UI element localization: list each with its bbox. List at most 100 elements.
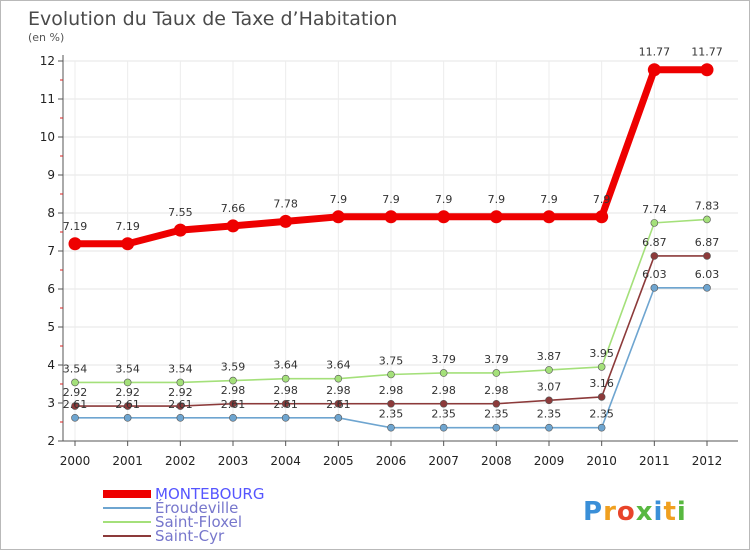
- data-label: 2.98: [379, 384, 404, 397]
- x-tick-label: 2000: [60, 454, 91, 468]
- data-label: 3.79: [431, 353, 456, 366]
- y-tick-label: 5: [47, 320, 55, 334]
- data-label: 11.77: [691, 46, 723, 59]
- axes: 2 3 4 5 6 7 8 9 10 11 12 2000 2001 2002 2003 2004 2005 20…: [40, 54, 738, 468]
- data-label: 3.54: [115, 362, 140, 375]
- data-label: 3.79: [484, 353, 509, 366]
- data-label: 2.98: [326, 384, 351, 397]
- data-label: 2.35: [537, 408, 562, 421]
- data-label: 3.75: [379, 355, 404, 368]
- data-point: [597, 423, 606, 432]
- data-label: 2.61: [63, 398, 88, 411]
- x-tick-label: 2009: [534, 454, 565, 468]
- data-label: 6.03: [695, 268, 720, 281]
- data-point: [121, 237, 135, 251]
- data-point: [384, 210, 398, 224]
- legend-label: Éroudeville: [155, 498, 238, 517]
- data-label: 7.9: [488, 193, 506, 206]
- x-tick-label: 2007: [428, 454, 459, 468]
- data-point: [650, 284, 659, 292]
- grid: [63, 60, 738, 442]
- data-point: [387, 399, 395, 408]
- data-labels: 7.19 7.19 7.55 7.66 7.78 7.9 7.9 7.9 7.9 7.9 7.9 11…: [63, 46, 723, 421]
- data-point: [545, 366, 553, 374]
- data-point: [492, 423, 501, 432]
- logo-letter: t: [663, 497, 676, 527]
- data-label: 7.9: [330, 193, 348, 206]
- series-lines: [68, 63, 714, 432]
- data-label: 2.61: [221, 398, 246, 411]
- data-label: 7.9: [540, 193, 558, 206]
- data-point: [334, 374, 343, 383]
- data-label: 7.9: [382, 193, 400, 206]
- x-tick-label: 2001: [112, 454, 143, 468]
- data-label: 2.98: [431, 384, 456, 397]
- y-tick-label: 10: [40, 130, 55, 144]
- data-label: 3.95: [589, 347, 614, 360]
- data-point: [226, 219, 240, 233]
- data-label: 6.87: [695, 236, 720, 249]
- svg-text:Proxiti: Proxiti: [583, 497, 687, 527]
- data-point: [647, 63, 661, 77]
- data-point: [279, 214, 293, 228]
- data-point: [123, 378, 132, 387]
- y-tick-label: 12: [40, 54, 55, 68]
- data-label: 7.9: [593, 193, 611, 206]
- data-point: [542, 210, 556, 224]
- y-tick-label: 7: [47, 244, 55, 258]
- data-point: [703, 215, 711, 224]
- x-tick-label: 2003: [218, 454, 249, 468]
- y-tick-label: 8: [47, 206, 55, 220]
- y-tick-label: 6: [47, 282, 55, 296]
- data-label: 3.54: [63, 362, 88, 375]
- x-tick-label: 2012: [692, 454, 723, 468]
- data-point: [650, 219, 659, 227]
- chart-title: Evolution du Taux de Taxe d’Habitation: [28, 8, 397, 30]
- data-label: 2.98: [273, 384, 298, 397]
- data-label: 3.87: [537, 350, 562, 363]
- data-label: 7.66: [221, 202, 246, 215]
- data-label: 2.35: [379, 408, 404, 421]
- data-point: [281, 399, 290, 408]
- data-label: 2.35: [589, 408, 614, 421]
- x-tick-label: 2011: [639, 454, 670, 468]
- data-point: [492, 369, 501, 377]
- data-point: [229, 399, 237, 408]
- data-point: [334, 399, 343, 408]
- data-label: 2.61: [326, 398, 351, 411]
- x-tick-label: 2005: [323, 454, 354, 468]
- data-label: 3.59: [221, 361, 246, 374]
- data-label: 2.61: [115, 398, 140, 411]
- data-point: [334, 414, 343, 422]
- data-point: [597, 363, 606, 371]
- data-point: [545, 396, 553, 405]
- data-point: [68, 237, 82, 251]
- data-label: 7.9: [435, 193, 453, 206]
- data-point: [439, 369, 448, 377]
- data-point: [173, 223, 187, 237]
- data-label: 2.61: [273, 398, 298, 411]
- y-tick-label: 2: [47, 434, 55, 448]
- logo-letter: o: [617, 497, 636, 527]
- legend-label: Saint-Floxel: [155, 513, 242, 531]
- data-point: [229, 414, 237, 422]
- data-point: [437, 210, 451, 224]
- data-label: 2.98: [484, 384, 509, 397]
- data-point: [439, 423, 448, 432]
- data-point: [492, 399, 501, 408]
- legend-label: Saint-Cyr: [155, 527, 225, 545]
- data-point: [123, 402, 132, 410]
- proxiti-logo: Proxiti: [583, 497, 687, 527]
- legend-label: MONTEBOURG: [155, 485, 264, 503]
- x-tick-label: 2010: [586, 454, 617, 468]
- data-label: 7.19: [63, 220, 88, 233]
- x-tick-label: 2002: [165, 454, 196, 468]
- data-point: [650, 252, 659, 260]
- data-point: [71, 414, 79, 422]
- data-label: 2.92: [168, 386, 193, 399]
- data-label: 3.54: [168, 362, 193, 375]
- x-tick-label: 2008: [481, 454, 512, 468]
- data-point: [71, 378, 79, 387]
- data-label: 3.16: [589, 377, 614, 390]
- data-label: 3.64: [273, 359, 298, 372]
